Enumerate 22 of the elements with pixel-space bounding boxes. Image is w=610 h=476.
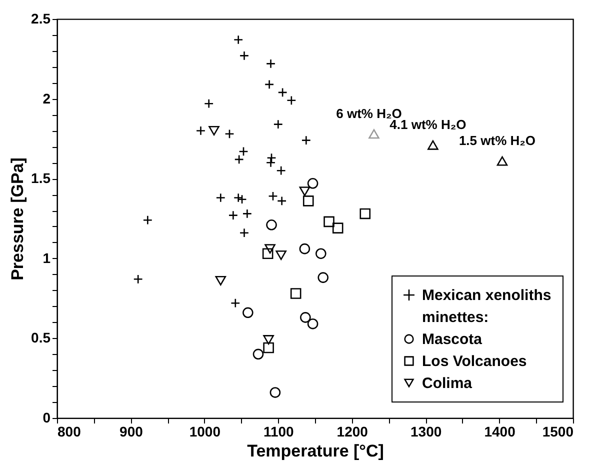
x-axis-title: Temperature [°C] [247, 442, 384, 460]
legend-label: Los Volcanoes [422, 353, 527, 370]
annotation: minettes: [422, 309, 489, 326]
x-tick-label: 1300 [410, 424, 442, 440]
y-tick-label: 1 [42, 250, 51, 266]
y-tick-label: 1.5 [31, 170, 51, 186]
x-tick-label: 1400 [484, 424, 516, 440]
y-axis-title: Pressure [GPa] [8, 158, 28, 280]
x-tick-label: 1100 [263, 424, 294, 440]
x-tick-label: 1200 [336, 424, 368, 440]
x-tick-label: 800 [58, 424, 82, 440]
x-tick-label: 900 [120, 424, 144, 440]
y-tick-label: 2.5 [31, 10, 51, 26]
series-label: 1.5 wt% H₂O [458, 133, 536, 148]
x-tick-label: 1500 [542, 424, 574, 440]
legend-label: Mascota [422, 331, 483, 348]
y-tick-label: 2 [42, 90, 51, 106]
y-tick-label: 0 [42, 410, 51, 426]
y-tick-label: 0.5 [31, 330, 51, 346]
x-tick-label: 1000 [189, 424, 221, 440]
legend-label: Mexican xenoliths [422, 287, 552, 304]
legend-label: Colima [422, 375, 473, 392]
